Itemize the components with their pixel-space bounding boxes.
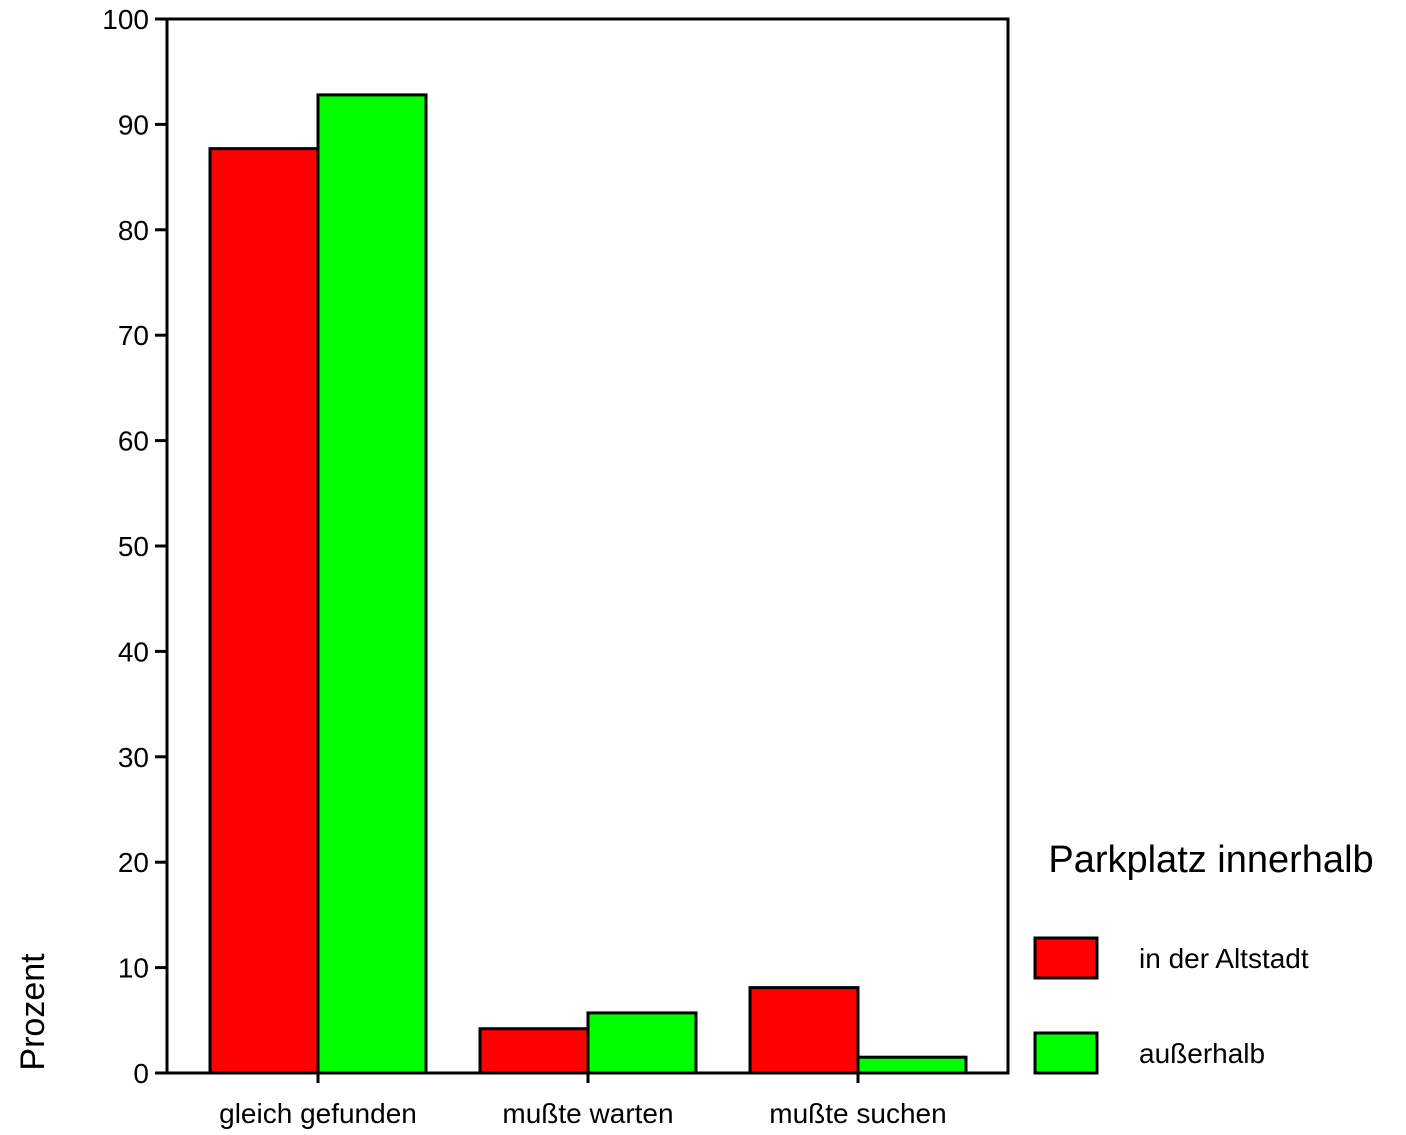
x-tick-label: mußte suchen [769, 1098, 946, 1129]
y-tick-label: 60 [118, 426, 149, 457]
bar-ausserhalb [856, 1055, 968, 1075]
x-tick-label: mußte warten [502, 1098, 673, 1129]
bar-altstadt [478, 1027, 590, 1075]
legend-swatch [1033, 936, 1099, 980]
y-tick-label: 50 [118, 531, 149, 562]
bar-altstadt [208, 147, 320, 1075]
bar-ausserhalb [316, 93, 428, 1075]
y-tick-label: 80 [118, 215, 149, 246]
bars [208, 93, 968, 1075]
y-tick-label: 100 [102, 4, 149, 35]
y-tick-label: 10 [118, 953, 149, 984]
legend-title: Parkplatz innerhalb [1048, 839, 1373, 881]
y-axis: 0 10 20 30 40 50 60 70 80 90 100 [102, 4, 167, 1089]
legend-label: in der Altstadt [1139, 943, 1309, 974]
y-tick-label: 40 [118, 636, 149, 667]
legend-swatch [1033, 1031, 1099, 1075]
legend-label: außerhalb [1139, 1038, 1265, 1069]
y-tick-label: 70 [118, 320, 149, 351]
y-tick-label: 0 [133, 1058, 149, 1089]
bar-ausserhalb [586, 1011, 698, 1075]
y-axis-title: Prozent [14, 953, 52, 1071]
x-tick-label: gleich gefunden [219, 1098, 417, 1129]
legend: Parkplatz innerhalb in der Altstadt außer… [1033, 839, 1374, 1075]
y-tick-label: 20 [118, 847, 149, 878]
y-tick-label: 90 [118, 109, 149, 140]
bar-altstadt [748, 986, 860, 1075]
x-axis: gleich gefunden mußte warten mußte suchen [219, 1073, 947, 1129]
y-tick-label: 30 [118, 742, 149, 773]
